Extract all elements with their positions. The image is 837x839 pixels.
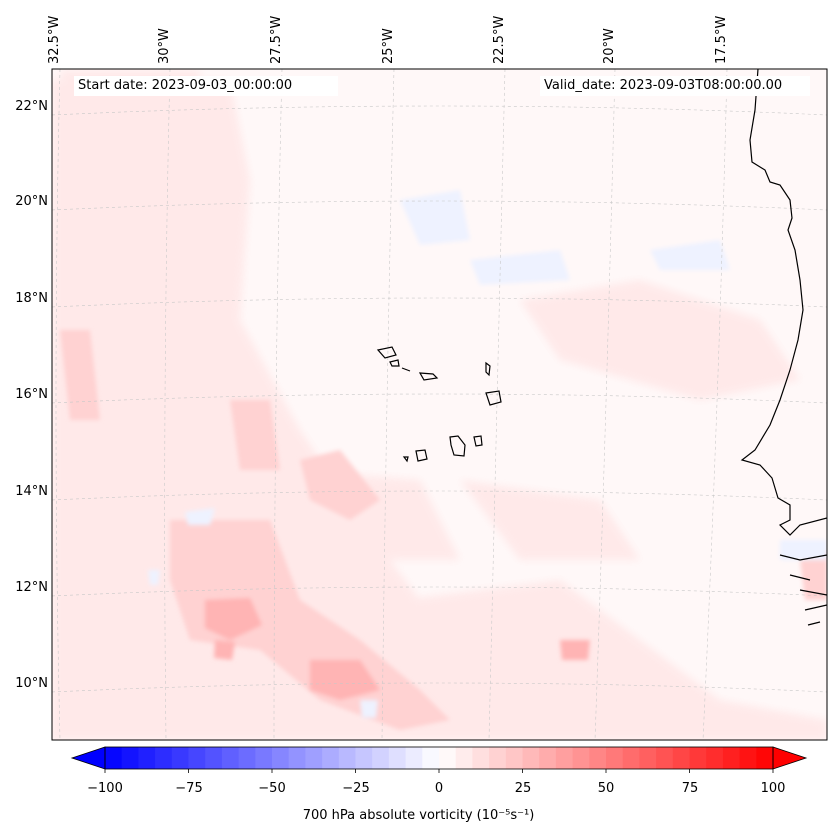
colorbar-segment bbox=[171, 747, 189, 769]
lat-label-20n: 20°N bbox=[15, 194, 48, 209]
colorbar-segment bbox=[388, 747, 406, 769]
colorbar-segment bbox=[255, 747, 273, 769]
vorticity-field bbox=[52, 69, 827, 740]
colorbar-segment bbox=[622, 747, 640, 769]
colorbar-segment bbox=[205, 747, 223, 769]
colorbar-segment bbox=[221, 747, 239, 769]
parallel-line bbox=[52, 393, 827, 404]
colorbar-segment bbox=[555, 747, 573, 769]
parallel-line bbox=[52, 200, 827, 211]
lat-label-22n: 22°N bbox=[15, 99, 48, 114]
colorbar-segment bbox=[105, 747, 123, 769]
colorbar-title: 700 hPa absolute vorticity (10⁻⁵s⁻¹) bbox=[302, 808, 535, 823]
colorbar-tick-label: 25 bbox=[514, 781, 532, 796]
colorbar-segment bbox=[238, 747, 256, 769]
moderate-positive-vorticity bbox=[60, 330, 827, 730]
parallel-line bbox=[52, 105, 827, 116]
lon-label-32-5w: 32.5°W bbox=[47, 15, 62, 64]
valid-date-label: Valid_date: 2023-09-03T08:00:00.00 bbox=[540, 76, 810, 96]
colorbar-segment bbox=[572, 747, 590, 769]
colorbar-tick-label: 75 bbox=[681, 781, 699, 796]
start-date-label: Start date: 2023-09-03_00:00:00 bbox=[74, 76, 338, 96]
lon-label-25w: 25°W bbox=[381, 28, 396, 64]
lat-label-12n: 12°N bbox=[15, 580, 48, 595]
colorbar-extend-high bbox=[772, 746, 808, 770]
negative-vorticity bbox=[148, 190, 827, 718]
colorbar-segment bbox=[322, 747, 340, 769]
colorbar-tick-label: −75 bbox=[175, 781, 203, 796]
colorbar-tick-label: −50 bbox=[258, 781, 286, 796]
colorbar-segment bbox=[505, 747, 523, 769]
lat-label-10n: 10°N bbox=[15, 676, 48, 691]
colorbar-segment bbox=[539, 747, 557, 769]
colorbar-segment bbox=[522, 747, 540, 769]
colorbar-tick-label: 100 bbox=[760, 781, 786, 796]
colorbar-tick-label: −100 bbox=[87, 781, 123, 796]
colorbar-segment bbox=[706, 747, 724, 769]
colorbar-segment bbox=[272, 747, 290, 769]
colorbar-segment bbox=[672, 747, 690, 769]
colorbar-segment bbox=[155, 747, 173, 769]
colorbar-tick-label: 50 bbox=[597, 781, 615, 796]
colorbar-segment bbox=[305, 747, 323, 769]
colorbar-segment bbox=[372, 747, 390, 769]
colorbar-segment bbox=[455, 747, 473, 769]
lat-label-18n: 18°N bbox=[15, 291, 48, 306]
colorbar-tick-label: 0 bbox=[434, 781, 444, 796]
lat-label-14n: 14°N bbox=[15, 484, 48, 499]
parallel-line bbox=[52, 490, 827, 501]
parallel-line bbox=[52, 682, 827, 693]
africa-coastline bbox=[740, 69, 827, 626]
colorbar-segment bbox=[722, 747, 740, 769]
colorbar-segment bbox=[689, 747, 707, 769]
strong-positive-vorticity bbox=[205, 598, 590, 700]
lon-label-20w: 20°W bbox=[602, 28, 617, 64]
graticule bbox=[52, 69, 827, 740]
colorbar-segment bbox=[288, 747, 306, 769]
colorbar-segment bbox=[188, 747, 206, 769]
colorbar-tick-label: −25 bbox=[342, 781, 370, 796]
map-frame bbox=[51, 68, 828, 741]
lat-label-16n: 16°N bbox=[15, 387, 48, 402]
colorbar-segment bbox=[439, 747, 457, 769]
colorbar-segment bbox=[589, 747, 607, 769]
colorbar-segment bbox=[472, 747, 490, 769]
colorbar-segment bbox=[121, 747, 139, 769]
colorbar-segment bbox=[656, 747, 674, 769]
colorbar-segment bbox=[138, 747, 156, 769]
colorbar-segment bbox=[489, 747, 507, 769]
colorbar-segment bbox=[756, 747, 774, 769]
parallel-line bbox=[52, 297, 827, 308]
colorbar-segment bbox=[606, 747, 624, 769]
colorbar-segment bbox=[422, 747, 440, 769]
cape-verde-islands bbox=[376, 346, 502, 463]
colorbar-segment bbox=[639, 747, 657, 769]
parallel-line bbox=[52, 586, 827, 597]
colorbar-segment bbox=[405, 747, 423, 769]
lon-label-30w: 30°W bbox=[157, 28, 172, 64]
colorbar-segment bbox=[739, 747, 757, 769]
colorbar-extend-low bbox=[70, 746, 106, 770]
lon-label-27-5w: 27.5°W bbox=[269, 15, 284, 64]
colorbar bbox=[70, 746, 808, 773]
colorbar-segment bbox=[355, 747, 373, 769]
lon-label-22-5w: 22.5°W bbox=[492, 15, 507, 64]
colorbar-segment bbox=[338, 747, 356, 769]
lon-label-17-5w: 17.5°W bbox=[714, 15, 729, 64]
